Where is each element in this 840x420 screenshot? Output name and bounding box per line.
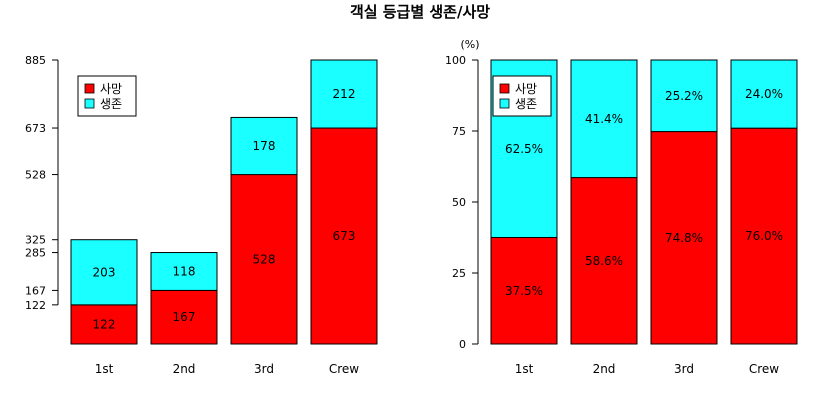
legend-label: 사망 (515, 82, 537, 96)
y-tick-label: 0 (459, 338, 466, 351)
bar-data-label: 41.4% (585, 112, 623, 126)
x-category-label: 2nd (593, 362, 616, 376)
bar-segment (730, 59, 798, 129)
legend-label: 생존 (100, 97, 122, 111)
bar-segment (70, 304, 138, 345)
legend-swatch (84, 98, 95, 109)
legend-swatch (499, 98, 510, 109)
legend-label: 생존 (515, 97, 537, 111)
y-tick-label: 673 (25, 122, 46, 135)
x-category-label: 2nd (173, 362, 196, 376)
bar-data-label: 25.2% (665, 89, 703, 103)
y-tick-label: 285 (25, 247, 46, 260)
x-category-label: Crew (329, 362, 359, 376)
y-tick-label: 885 (25, 54, 46, 67)
chart-title: 객실 등급별 생존/사망 (350, 3, 490, 21)
bar-segment (150, 252, 218, 291)
bar-segment (650, 59, 718, 133)
bar-segment (230, 174, 298, 345)
y-tick-label: 528 (25, 169, 46, 182)
bar-data-label: 212 (333, 87, 356, 101)
percent-chart: 0 25 50 75 100 (%) 37.5% 62.5% 1st 58.6% 41.4% 2nd 7… (445, 38, 798, 376)
legend-swatch (84, 83, 95, 94)
bar-segment (650, 131, 718, 345)
x-category-label: 3rd (674, 362, 694, 376)
bar-segment (150, 289, 218, 345)
bar-data-label: 178 (253, 139, 276, 153)
bar-data-label: 62.5% (505, 142, 543, 156)
y-tick-label: 122 (25, 299, 46, 312)
y-tick-label: 50 (452, 196, 466, 209)
bar-segment (310, 59, 378, 129)
bar-data-label: 528 (253, 252, 276, 266)
x-category-label: Crew (749, 362, 779, 376)
bar-segment (70, 239, 138, 306)
bar-data-label: 37.5% (505, 284, 543, 298)
legend-box (77, 75, 137, 117)
bar-data-label: 76.0% (745, 229, 783, 243)
legend-swatch (499, 83, 510, 94)
y-tick-label: 25 (452, 267, 466, 280)
bar-segment (730, 127, 798, 345)
y-tick-label: 325 (25, 234, 46, 247)
bar-data-label: 74.8% (665, 231, 703, 245)
legend-box (492, 75, 552, 117)
bar-segment (570, 177, 638, 345)
y-tick-label: 100 (445, 54, 466, 67)
y-tick-label: 167 (25, 284, 46, 297)
bar-segment (230, 116, 298, 176)
bar-segment (490, 237, 558, 345)
y-tick-label: 75 (452, 125, 466, 138)
bar-data-label: 58.6% (585, 254, 623, 268)
bar-data-label: 203 (93, 265, 116, 279)
x-category-label: 1st (95, 362, 114, 376)
bar-data-label: 673 (333, 229, 356, 243)
x-category-label: 3rd (254, 362, 274, 376)
bar-data-label: 24.0% (745, 87, 783, 101)
bar-data-label: 167 (173, 310, 196, 324)
y-axis-unit-label: (%) (460, 38, 479, 51)
bar-data-label: 118 (173, 264, 196, 278)
x-category-label: 1st (515, 362, 534, 376)
bar-segment (570, 59, 638, 179)
bar-data-label: 122 (93, 317, 116, 331)
legend-label: 사망 (100, 82, 122, 96)
